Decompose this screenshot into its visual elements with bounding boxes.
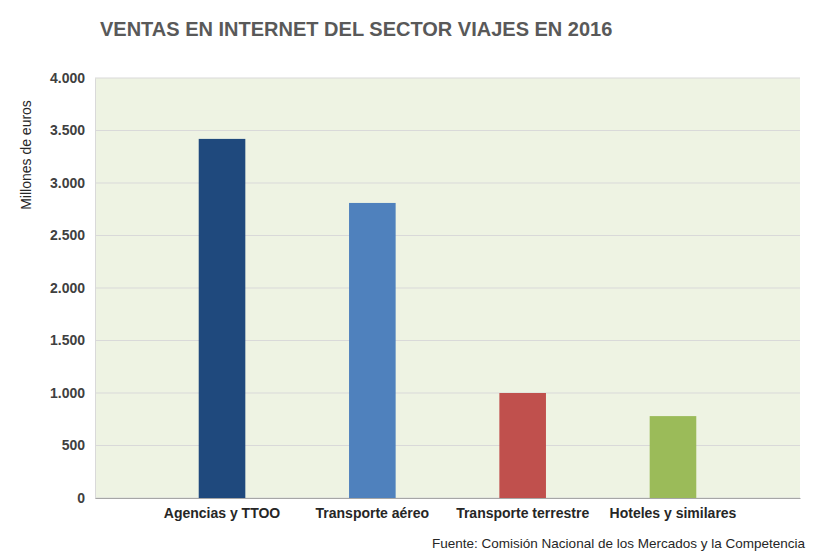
y-tick-label: 3.500 [50, 122, 85, 138]
bar [199, 139, 246, 498]
y-tick-label: 1.500 [50, 332, 85, 348]
y-axis-line [95, 79, 96, 499]
y-tick-label: 0 [77, 490, 85, 506]
x-tick: Hoteles y similares [610, 498, 737, 521]
x-tick-label: Hoteles y similares [610, 505, 737, 521]
y-tick: 4.000 [50, 70, 95, 86]
y-tick: 2.500 [50, 227, 95, 243]
y-tick: 3.000 [50, 175, 95, 191]
x-tick: Transporte aéreo [316, 498, 430, 521]
y-tick-label: 1.000 [50, 385, 85, 401]
y-axis-title: Millones de euros [18, 100, 34, 210]
x-tick-label: Transporte aéreo [316, 505, 430, 521]
y-tick: 1.500 [50, 332, 95, 348]
source-note: Fuente: Comisión Nacional de los Mercado… [432, 536, 805, 551]
y-tick-label: 3.000 [50, 175, 85, 191]
y-tick-label: 4.000 [50, 70, 85, 86]
bar [349, 203, 396, 498]
y-axis: 0 500 1.000 1.500 2.000 2.500 3.000 3.500 4.000 [50, 70, 96, 506]
x-tick: Transporte terrestre [456, 498, 589, 521]
y-tick: 3.500 [50, 122, 95, 138]
grid-line [95, 130, 800, 131]
grid-line [95, 78, 800, 79]
y-tick-label: 2.500 [50, 227, 85, 243]
title: VENTAS EN INTERNET DEL SECTOR VIAJES EN … [100, 18, 612, 40]
x-tick-label: Agencias y TTOO [164, 505, 281, 521]
grid [95, 78, 800, 498]
chart: 0 500 1.000 1.500 2.000 2.500 3.000 3.500 4.000 A… [0, 0, 813, 554]
bar [499, 393, 546, 498]
x-axis-line [96, 498, 801, 499]
y-tick: 2.000 [50, 280, 95, 296]
bars [199, 139, 697, 498]
x-tick: Agencias y TTOO [164, 498, 281, 521]
y-tick-label: 2.000 [50, 280, 85, 296]
plot-background [95, 78, 800, 498]
plot: 0 500 1.000 1.500 2.000 2.500 3.000 3.500 4.000 A… [50, 70, 801, 521]
y-tick-label: 500 [62, 437, 86, 453]
y-tick: 500 [62, 437, 95, 453]
x-axis: Agencias y TTOO Transporte aéreo Transport… [96, 498, 801, 521]
x-tick-label: Transporte terrestre [456, 505, 589, 521]
y-tick: 0 [77, 490, 95, 506]
y-tick: 1.000 [50, 385, 95, 401]
bar [650, 416, 697, 498]
